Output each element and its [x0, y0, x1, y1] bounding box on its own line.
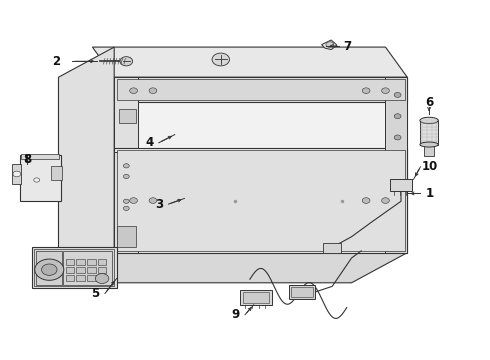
Text: 4: 4	[146, 136, 154, 149]
Bar	[98, 275, 106, 281]
Polygon shape	[114, 148, 407, 253]
Circle shape	[326, 42, 334, 48]
Text: 2: 2	[52, 55, 60, 68]
Bar	[36, 251, 62, 284]
Polygon shape	[117, 150, 405, 251]
Circle shape	[35, 259, 64, 280]
Bar	[34, 249, 114, 286]
Circle shape	[149, 198, 157, 203]
Bar	[66, 260, 74, 265]
Polygon shape	[119, 109, 136, 123]
Bar	[32, 247, 117, 288]
Circle shape	[382, 88, 390, 94]
Circle shape	[149, 88, 157, 94]
Bar	[420, 121, 438, 145]
Circle shape	[130, 198, 138, 203]
Bar	[76, 260, 85, 265]
Polygon shape	[114, 77, 407, 253]
Text: 7: 7	[343, 40, 352, 53]
Polygon shape	[114, 152, 138, 253]
Text: 9: 9	[231, 308, 240, 321]
Bar	[51, 166, 62, 180]
Text: 10: 10	[422, 161, 438, 174]
Ellipse shape	[420, 117, 438, 123]
Bar	[87, 260, 96, 265]
Bar	[424, 144, 435, 156]
Text: 3: 3	[155, 198, 163, 211]
Polygon shape	[93, 47, 407, 77]
Circle shape	[362, 198, 370, 203]
Polygon shape	[117, 79, 405, 100]
Text: 8: 8	[23, 153, 31, 166]
Bar	[391, 179, 412, 191]
Bar	[66, 275, 74, 281]
Circle shape	[42, 264, 57, 275]
Bar	[87, 275, 96, 281]
Bar	[289, 285, 315, 299]
Bar	[291, 287, 313, 297]
Circle shape	[120, 57, 133, 66]
Circle shape	[123, 206, 129, 211]
Circle shape	[123, 199, 129, 203]
Bar	[63, 251, 112, 284]
Bar	[322, 243, 341, 253]
Circle shape	[362, 88, 370, 94]
Circle shape	[34, 178, 40, 182]
Circle shape	[382, 198, 390, 203]
Bar	[21, 154, 59, 159]
Polygon shape	[114, 77, 138, 152]
Bar	[87, 267, 96, 273]
Circle shape	[212, 53, 229, 66]
Text: 5: 5	[91, 287, 99, 300]
Circle shape	[96, 274, 109, 283]
Bar	[20, 155, 61, 201]
Polygon shape	[58, 253, 407, 283]
Polygon shape	[117, 226, 136, 247]
Circle shape	[123, 164, 129, 168]
Polygon shape	[386, 77, 407, 253]
Circle shape	[394, 135, 401, 140]
Ellipse shape	[420, 142, 438, 147]
Polygon shape	[58, 47, 114, 283]
Polygon shape	[321, 40, 337, 50]
Circle shape	[394, 114, 401, 119]
Circle shape	[123, 174, 129, 179]
Bar	[98, 267, 106, 273]
Bar	[76, 275, 85, 281]
Text: 1: 1	[426, 187, 434, 200]
Bar	[240, 290, 271, 305]
Bar	[66, 267, 74, 273]
Bar	[12, 164, 21, 184]
Bar	[98, 260, 106, 265]
Circle shape	[394, 93, 401, 98]
Bar	[243, 292, 269, 303]
Polygon shape	[114, 77, 407, 102]
Circle shape	[130, 88, 138, 94]
Circle shape	[13, 171, 21, 177]
Bar	[76, 267, 85, 273]
Text: 6: 6	[425, 95, 433, 108]
